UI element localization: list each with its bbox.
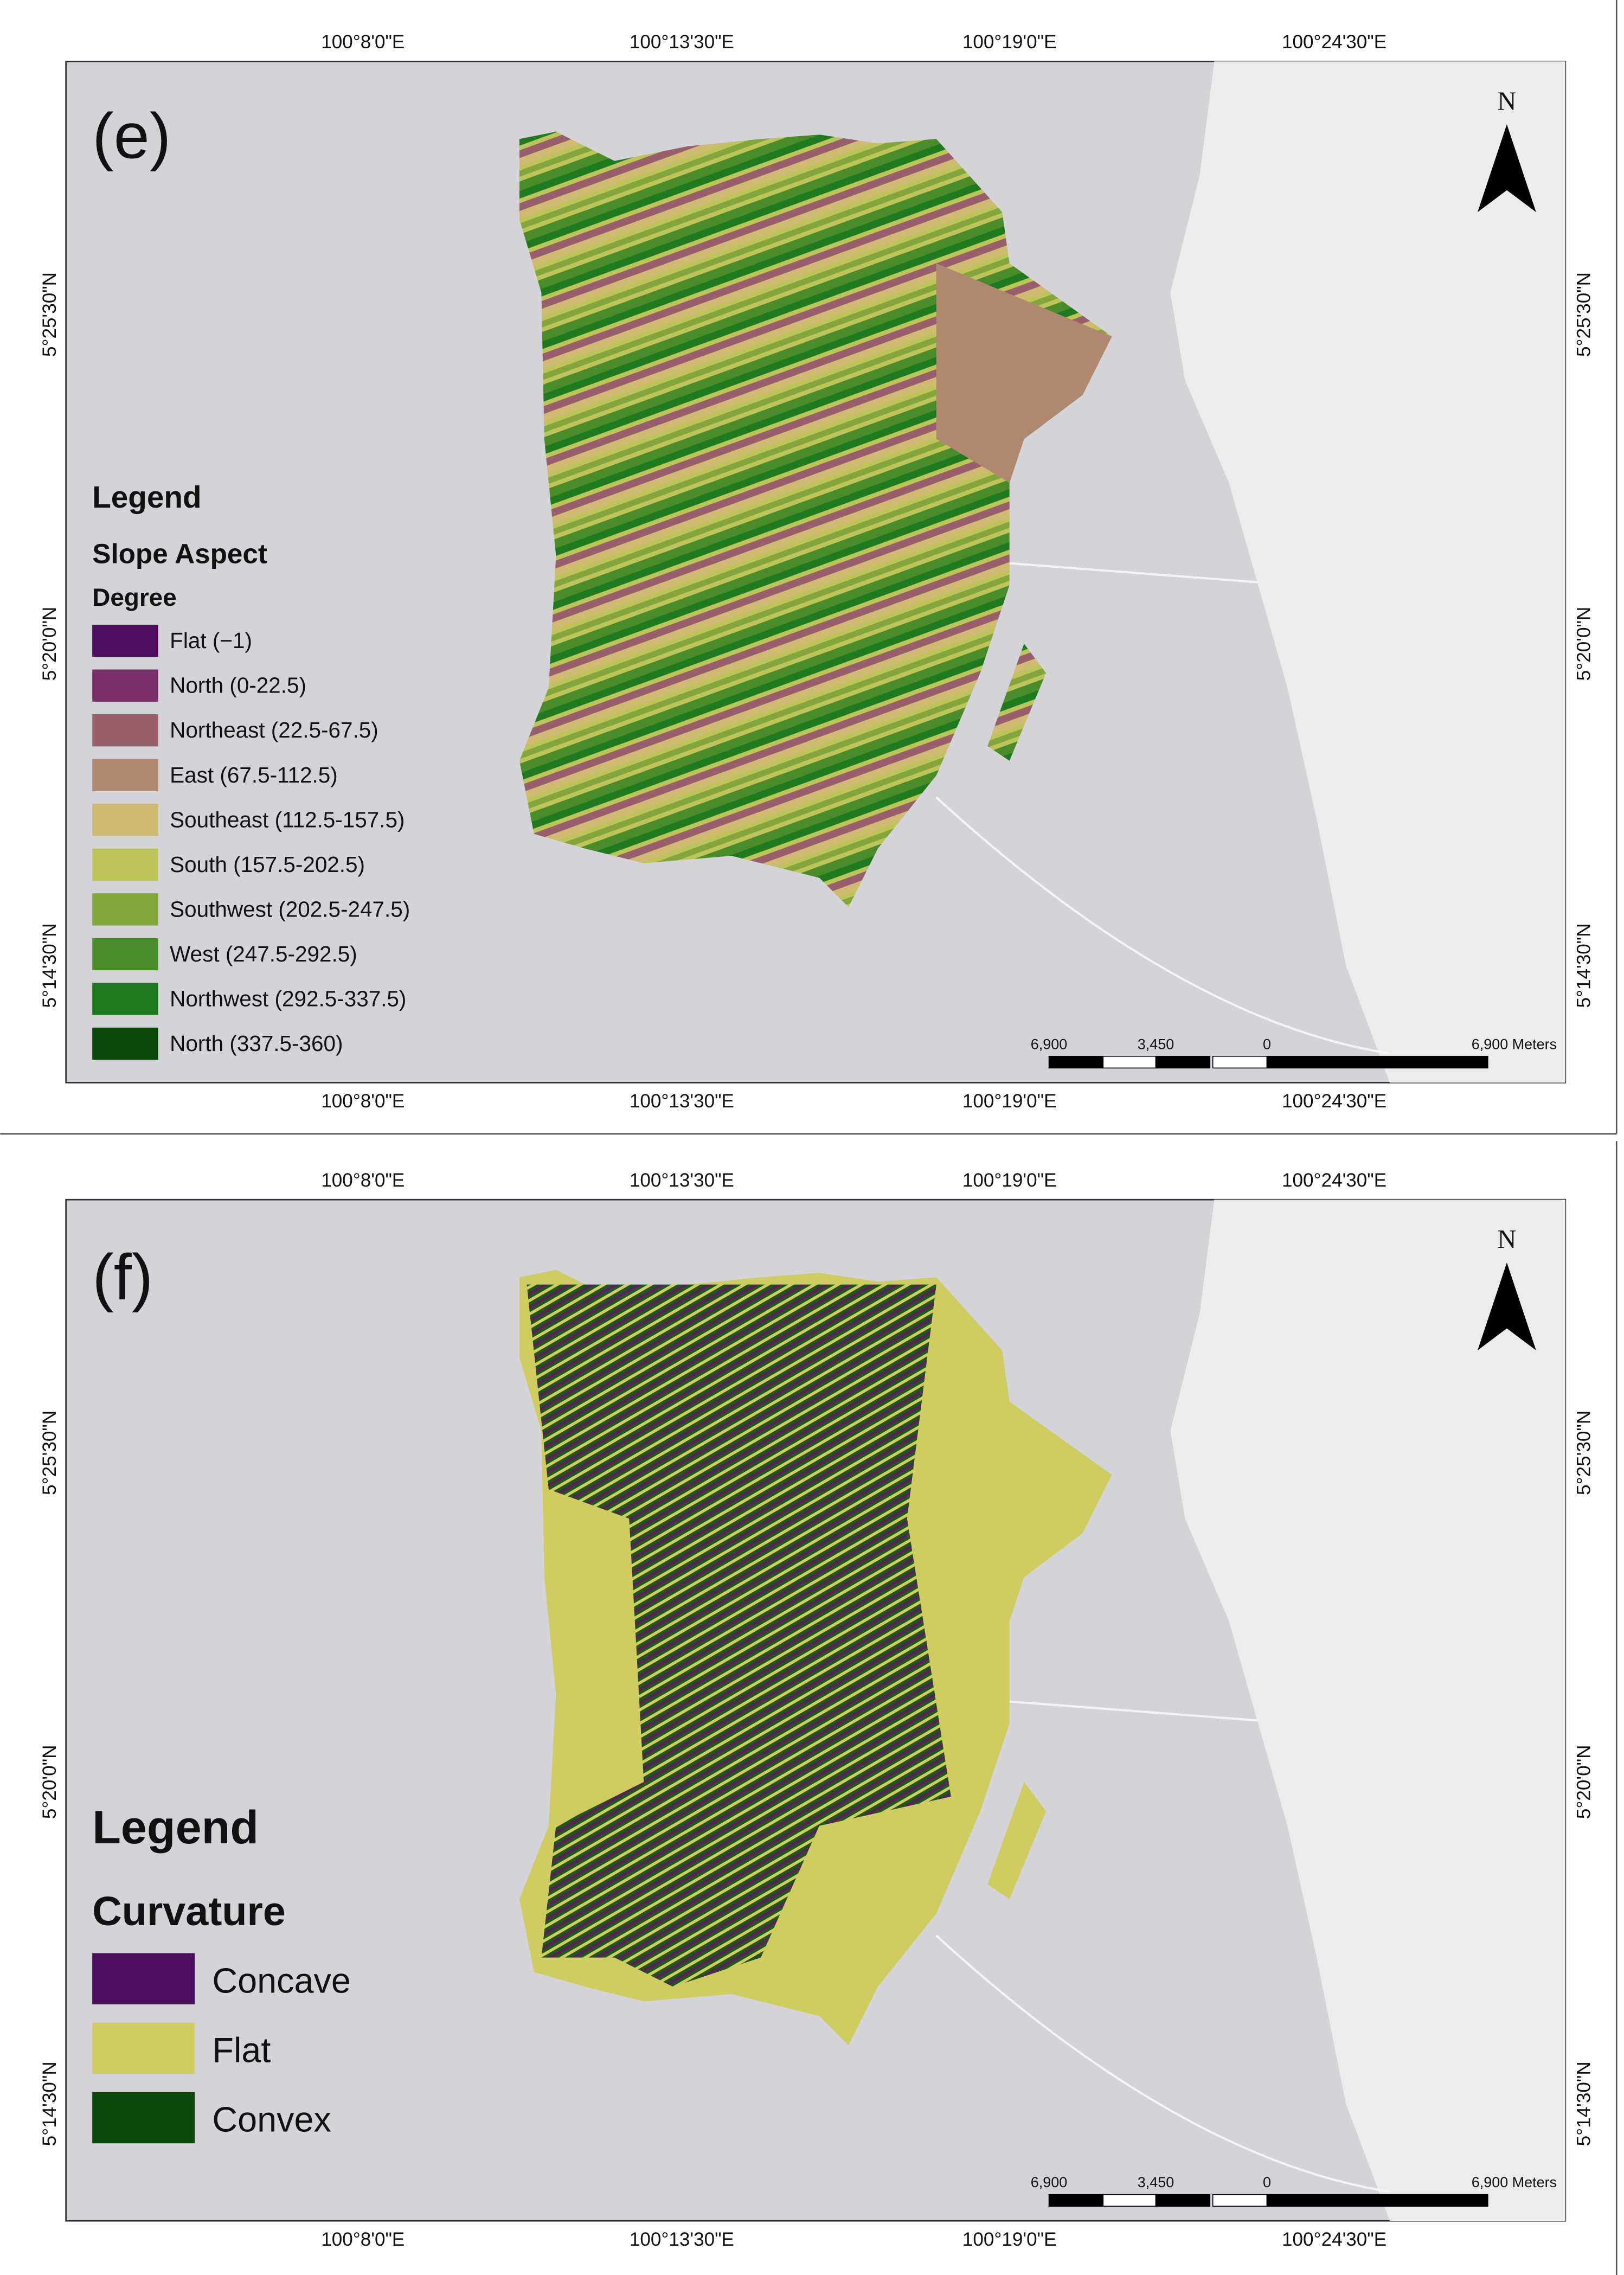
legend-label: Northwest (292.5-337.5) [170,986,406,1011]
north-label: N [1497,1225,1516,1254]
scale-bar-segment [1266,2194,1488,2207]
legend-swatch [92,804,158,836]
legend-subtitle: Slope Aspect [92,539,267,569]
legend-label: South (157.5-202.5) [170,852,365,877]
legend-swatch [92,624,158,657]
mainland [1170,61,1565,1083]
y-coord-label: 5°20'0"N [1574,1745,1595,1819]
legend-swatch [92,893,158,926]
scale-label: 6,900 Meters [1472,2174,1557,2190]
y-coord-label: 5°25'30"N [39,1411,60,1495]
legend-swatch [92,2092,195,2144]
scale-bar-segment [1102,1055,1158,1069]
scale-label: 6,900 Meters [1472,1036,1557,1052]
legend-swatch [92,669,158,702]
legend-label: North (337.5-360) [170,1031,343,1056]
y-coord-label: 5°14'30"N [1574,2061,1595,2146]
north-label: N [1497,86,1516,116]
y-coord-label: 5°14'30"N [39,924,60,1008]
y-coord-label: 5°20'0"N [1574,607,1595,681]
islet [987,1781,1047,1899]
east-slope [936,263,1112,483]
x-coord-label: 100°19'0"E [962,31,1057,53]
x-coord-label: 100°13'30"E [630,1091,734,1112]
x-coord-label: 100°8'0"E [321,1170,405,1191]
legend-label: West (247.5-292.5) [170,941,357,966]
scale-label: 3,450 [1138,1036,1174,1052]
x-coord-label: 100°24'30"E [1282,2229,1387,2250]
scale-label: 3,450 [1138,2174,1174,2190]
mainland [1170,1200,1565,2221]
y-coord-label: 5°25'30"N [39,272,60,357]
x-coord-label: 100°8'0"E [321,2229,405,2250]
north-arrow [1477,124,1536,213]
scale-bar-segment [1212,2194,1268,2207]
legend-swatch [92,2022,195,2074]
legend-swatch [92,1953,195,2004]
scale-bar-segment [1212,1055,1268,1069]
x-coord-label: 100°13'30"E [630,1170,734,1191]
x-coord-label: 100°24'30"E [1282,1170,1387,1191]
legend-subtitle: Curvature [92,1889,286,1934]
north-arrow [1477,1263,1536,1351]
x-coord-label: 100°13'30"E [630,31,734,53]
legend-label: East (67.5-112.5) [170,762,338,787]
y-coord-label: 5°25'30"N [1574,272,1595,357]
legend-label: Flat (−1) [170,628,252,653]
panel-label: (e) [92,100,171,172]
bridge [935,796,1390,1055]
legend-label: Northeast (22.5-67.5) [170,717,378,742]
x-coord-label: 100°19'0"E [962,1170,1057,1191]
scale-label: 6,900 [1031,1036,1068,1052]
islet [987,644,1047,761]
legend-label: Southeast (112.5-157.5) [170,807,405,832]
legend-label: North (0-22.5) [170,673,306,698]
scale-bar-segment [1048,1055,1104,1069]
legend-label: Southwest (202.5-247.5) [170,896,410,921]
x-coord-label: 100°24'30"E [1282,31,1387,53]
legend-swatch [92,759,158,791]
x-coord-label: 100°19'0"E [962,2229,1057,2250]
y-coord-label: 5°14'30"N [1574,924,1595,1008]
scale-bar-segment [1102,2194,1158,2207]
scale-bar-segment [1266,1055,1488,1069]
legend-label: Concave [212,1960,351,2000]
scale-label: 0 [1263,2174,1271,2190]
legend-title: Legend [92,480,201,515]
scale-label: 6,900 [1031,2174,1068,2190]
legend-swatch [92,1027,158,1060]
scale-label: 0 [1263,1036,1271,1052]
x-coord-label: 100°24'30"E [1282,1091,1387,1112]
legend-swatch [92,848,158,881]
legend-title: Legend [92,1802,259,1854]
legend-swatch [92,938,158,971]
map-panel: (f) 100°8'0"E 100°8'0"E 100°13'30"E 100°13'3… [39,1170,1595,2250]
bridge [1009,562,1259,584]
x-coord-label: 100°19'0"E [962,1091,1057,1112]
bridge [935,1934,1390,2193]
x-coord-label: 100°13'30"E [630,2229,734,2250]
legend-label: Flat [212,2030,271,2069]
map-panel: (e) 100°8'0"E 100°8'0"E 100°13'30"E 100°13'3… [39,31,1595,1112]
scale-bar-segment [1155,2194,1211,2207]
y-coord-label: 5°20'0"N [39,607,60,681]
legend-swatch [92,983,158,1015]
scale-bar-segment [1155,1055,1211,1069]
legend-label: Convex [212,2100,331,2139]
x-coord-label: 100°8'0"E [321,31,405,53]
scale-bar-segment [1048,2194,1104,2207]
x-coord-label: 100°8'0"E [321,1091,405,1112]
y-coord-label: 5°14'30"N [39,2061,60,2146]
legend-unit: Degree [92,583,177,611]
panel-label: (f) [92,1242,153,1313]
hill-texture [527,1284,951,1987]
legend-swatch [92,714,158,747]
bridge [1009,1700,1259,1722]
y-coord-label: 5°25'30"N [1574,1411,1595,1495]
y-coord-label: 5°20'0"N [39,1745,60,1819]
